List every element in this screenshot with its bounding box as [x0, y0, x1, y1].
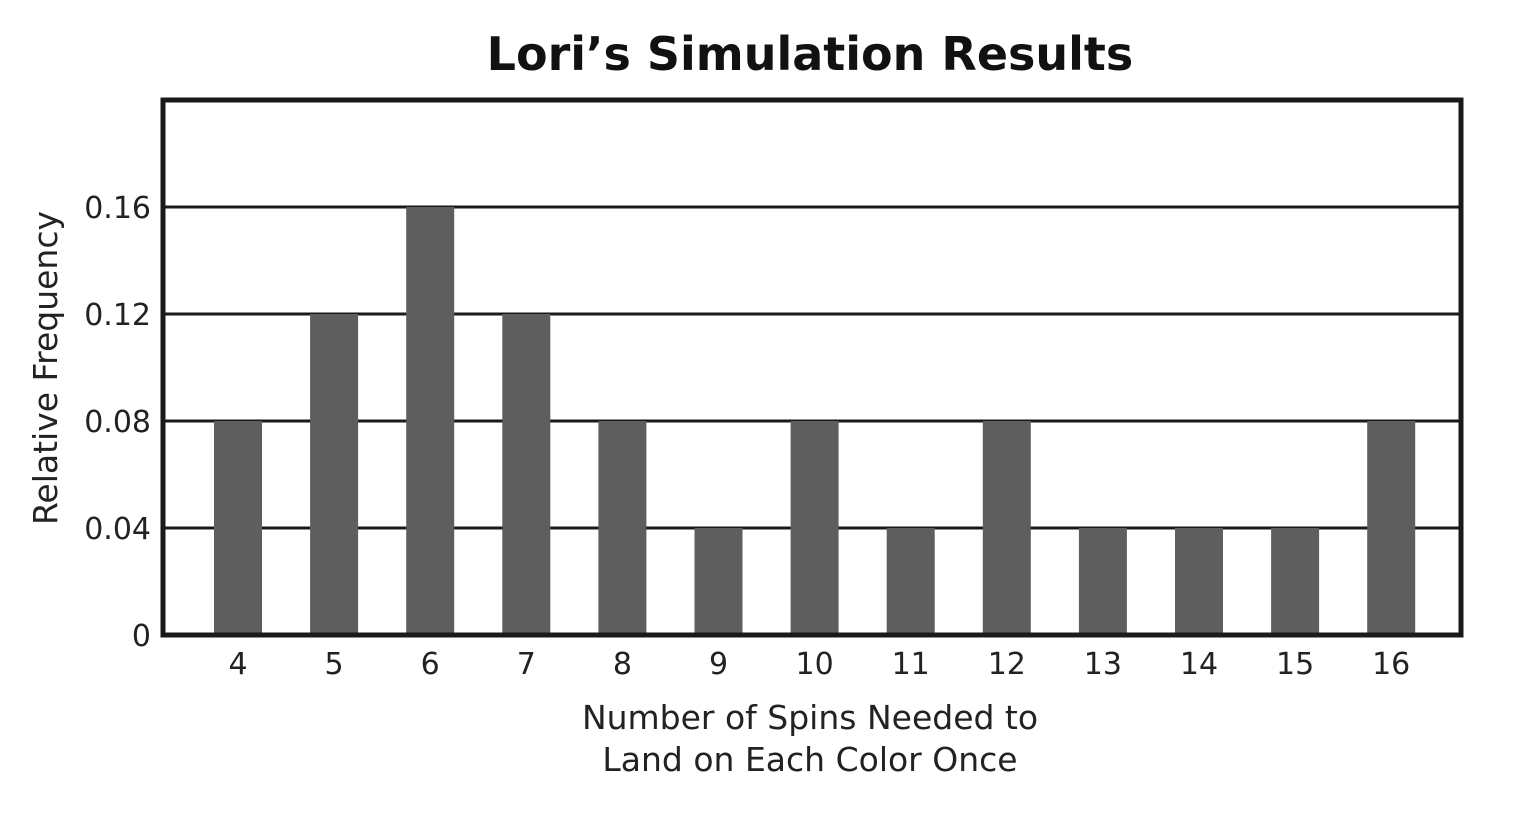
- x-tick-label: 12: [988, 647, 1026, 682]
- x-tick-label: 5: [325, 647, 344, 682]
- y-tick-label: 0: [132, 619, 151, 654]
- x-axis-ticks: 4 5 6 7 8 9 10 11 12 13 14 15 16: [228, 647, 1410, 682]
- x-tick-label: 14: [1180, 647, 1218, 682]
- bar-8: [598, 421, 647, 635]
- x-axis-label-line-2: Land on Each Color Once: [602, 740, 1017, 779]
- x-tick-label: 4: [228, 647, 247, 682]
- x-tick-label: 16: [1372, 647, 1410, 682]
- plot-frame: [160, 97, 1464, 638]
- x-tick-label: 15: [1276, 647, 1314, 682]
- y-axis-ticks: 0 0.04 0.08 0.12 0.16: [84, 191, 151, 654]
- bar-16: [1367, 421, 1416, 635]
- y-tick-label: 0.16: [84, 191, 151, 226]
- bar-5: [310, 314, 359, 635]
- bar-12: [982, 421, 1031, 635]
- bar-9: [694, 528, 743, 635]
- bars: [214, 207, 1416, 635]
- x-axis-label-line-1: Number of Spins Needed to: [582, 698, 1038, 737]
- y-tick-label: 0.04: [84, 512, 151, 547]
- x-tick-label: 6: [421, 647, 440, 682]
- x-tick-label: 13: [1084, 647, 1122, 682]
- chart-title: Lori’s Simulation Results: [487, 27, 1134, 81]
- x-tick-label: 10: [796, 647, 834, 682]
- bar-11: [886, 528, 935, 635]
- x-tick-label: 11: [892, 647, 930, 682]
- bar-4: [214, 421, 262, 635]
- bar-14: [1175, 528, 1223, 635]
- bar-15: [1271, 528, 1320, 635]
- y-tick-label: 0.12: [84, 298, 151, 333]
- y-tick-label: 0.08: [84, 405, 151, 440]
- x-tick-label: 8: [613, 647, 632, 682]
- bar-13: [1078, 528, 1127, 635]
- y-axis-label: Relative Frequency: [26, 211, 65, 525]
- bar-7: [502, 314, 551, 635]
- x-tick-label: 9: [709, 647, 728, 682]
- x-tick-label: 7: [517, 647, 536, 682]
- bar-10: [790, 421, 839, 635]
- bar-6: [406, 207, 455, 635]
